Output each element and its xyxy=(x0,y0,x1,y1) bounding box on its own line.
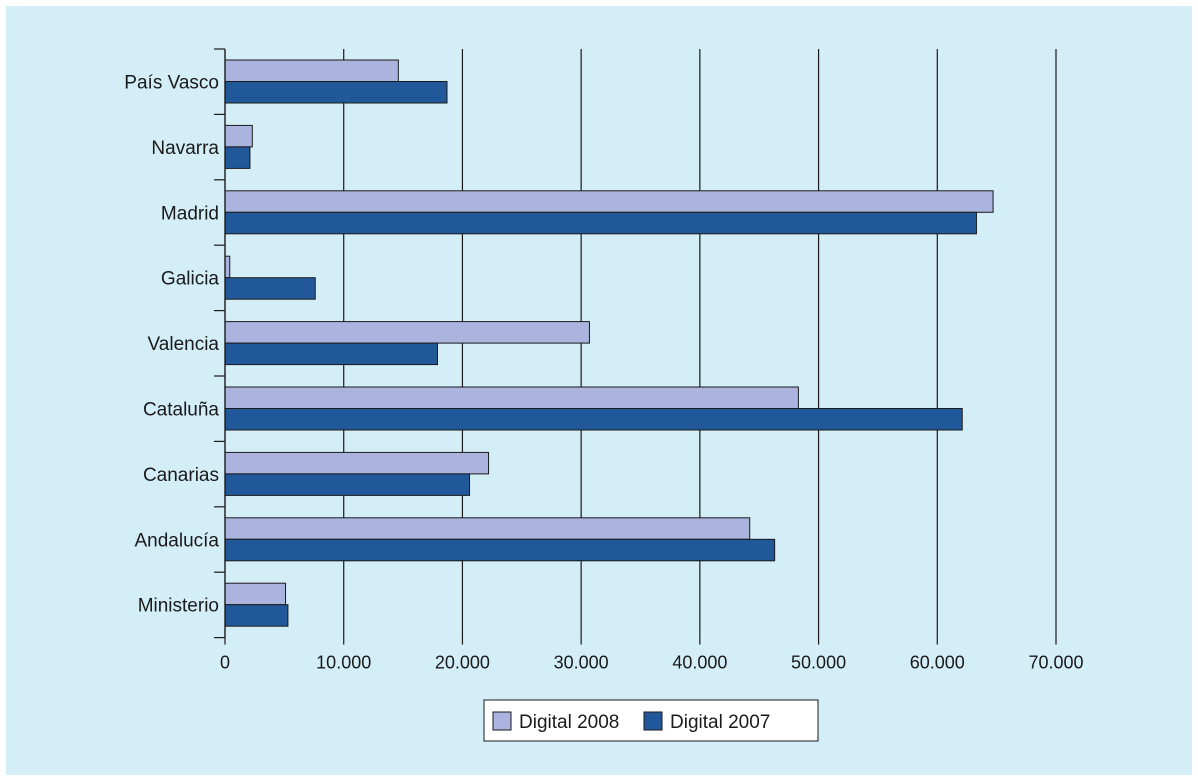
x-tick-label: 10.000 xyxy=(316,653,371,673)
bar-digital-2008-ministerio xyxy=(224,582,287,606)
legend-swatch-digital-2007 xyxy=(643,711,663,731)
category-label-ministerio: Ministerio xyxy=(138,596,219,617)
bar-digital-2007-ministerio xyxy=(224,604,289,627)
x-tick-label: 30.000 xyxy=(554,653,609,673)
legend-swatch-digital-2008 xyxy=(492,711,512,731)
x-tick-label: 50.000 xyxy=(791,653,846,673)
bar-digital-2008-pais-vasco xyxy=(224,59,399,82)
y-axis: País Vasco Navarra Madrid Galicia Valencia Ca… xyxy=(124,48,226,639)
category-label-cataluna: Cataluña xyxy=(143,400,219,421)
bar-digital-2007-pais-vasco xyxy=(224,81,448,104)
bar-digital-2007-valencia xyxy=(224,342,438,366)
bar-chart: País Vasco Navarra Madrid Galicia Valencia Ca… xyxy=(124,48,1084,742)
legend: Digital 2008 Digital 2007 xyxy=(483,699,819,742)
x-axis: 0 10.000 20.000 30.000 40.000 50.000 60.000 70.… xyxy=(220,637,1084,673)
x-tick-label: 20.000 xyxy=(435,653,490,673)
category-label-valencia: Valencia xyxy=(148,334,220,355)
bar-digital-2008-galicia xyxy=(224,255,231,279)
x-tick-label: 70.000 xyxy=(1028,653,1083,673)
bar-digital-2008-madrid xyxy=(224,190,994,213)
bar-digital-2007-andalucia xyxy=(224,538,776,562)
bar-digital-2007-galicia xyxy=(224,277,316,300)
bar-digital-2008-canarias xyxy=(224,451,490,475)
x-tick-label: 60.000 xyxy=(910,653,965,673)
category-label-galicia: Galicia xyxy=(161,269,220,290)
bar-digital-2008-andalucia xyxy=(224,517,751,540)
bar-digital-2007-madrid xyxy=(224,211,977,235)
chart-panel: País Vasco Navarra Madrid Galicia Valencia Ca… xyxy=(6,6,1192,775)
bar-digital-2007-navarra xyxy=(224,146,251,169)
bar-digital-2007-canarias xyxy=(224,473,471,496)
x-tick-label: 40.000 xyxy=(672,653,727,673)
bars xyxy=(224,59,994,627)
category-label-madrid: Madrid xyxy=(161,203,219,224)
legend-label-digital-2008: Digital 2008 xyxy=(519,712,619,733)
x-tick-label: 0 xyxy=(220,653,230,673)
legend-label-digital-2007: Digital 2007 xyxy=(670,712,770,733)
bar-digital-2008-cataluna xyxy=(224,386,799,409)
bar-digital-2007-cataluna xyxy=(224,408,963,431)
category-label-canarias: Canarias xyxy=(143,465,219,486)
category-label-andalucia: Andalucía xyxy=(134,530,219,551)
bar-digital-2008-navarra xyxy=(224,124,253,148)
category-label-pais-vasco: País Vasco xyxy=(124,73,219,94)
bar-digital-2008-valencia xyxy=(224,321,590,344)
category-label-navarra: Navarra xyxy=(151,138,219,159)
